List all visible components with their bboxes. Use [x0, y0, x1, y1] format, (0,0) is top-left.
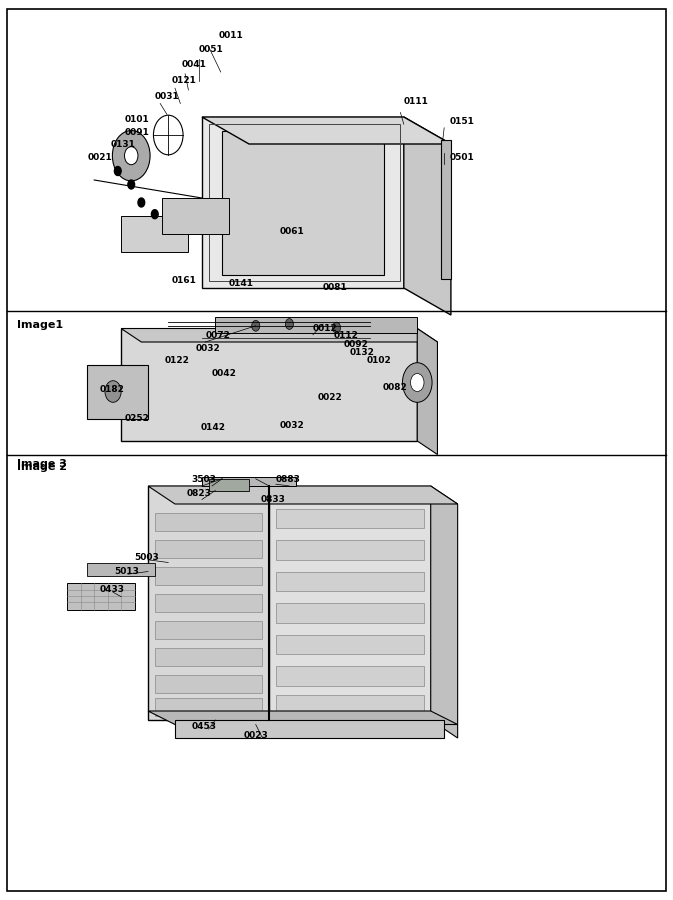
- Polygon shape: [162, 198, 229, 234]
- Circle shape: [125, 147, 138, 165]
- Text: 0023: 0023: [244, 731, 269, 740]
- Polygon shape: [215, 317, 417, 333]
- Text: 0072: 0072: [205, 331, 230, 340]
- Circle shape: [332, 322, 341, 333]
- Polygon shape: [209, 479, 249, 490]
- Polygon shape: [121, 216, 188, 252]
- Circle shape: [114, 166, 121, 176]
- Polygon shape: [121, 328, 437, 342]
- Text: 0141: 0141: [229, 279, 254, 288]
- Text: 0112: 0112: [333, 331, 358, 340]
- Text: 0061: 0061: [279, 227, 304, 236]
- Text: 0022: 0022: [318, 393, 343, 402]
- Text: 0082: 0082: [382, 383, 407, 392]
- Polygon shape: [222, 130, 384, 274]
- Circle shape: [285, 319, 293, 329]
- Polygon shape: [269, 486, 431, 720]
- Text: 3503: 3503: [192, 475, 217, 484]
- Text: 0132: 0132: [350, 348, 375, 357]
- Polygon shape: [148, 711, 458, 724]
- Polygon shape: [155, 698, 262, 716]
- Text: 0101: 0101: [125, 115, 149, 124]
- Circle shape: [138, 198, 145, 207]
- Polygon shape: [276, 695, 424, 715]
- Text: 0131: 0131: [111, 140, 136, 149]
- Text: 0012: 0012: [313, 324, 338, 333]
- Text: 0182: 0182: [100, 385, 125, 394]
- Polygon shape: [67, 583, 135, 610]
- Text: 0453: 0453: [192, 722, 217, 731]
- Text: 5003: 5003: [135, 553, 160, 562]
- Polygon shape: [87, 562, 155, 576]
- Polygon shape: [404, 117, 451, 315]
- Polygon shape: [87, 364, 148, 418]
- Text: 0111: 0111: [404, 97, 429, 106]
- Circle shape: [128, 180, 135, 189]
- Circle shape: [112, 130, 150, 181]
- Polygon shape: [155, 648, 262, 666]
- Polygon shape: [155, 675, 262, 693]
- Text: Image1: Image1: [17, 320, 63, 329]
- Text: 0021: 0021: [87, 153, 112, 162]
- Polygon shape: [431, 486, 458, 738]
- Circle shape: [402, 363, 432, 402]
- Polygon shape: [276, 540, 424, 560]
- Text: 0433: 0433: [100, 585, 125, 594]
- Polygon shape: [441, 140, 451, 279]
- Circle shape: [105, 381, 121, 402]
- Circle shape: [411, 374, 424, 392]
- Text: 0161: 0161: [172, 276, 197, 285]
- Text: 0032: 0032: [279, 421, 304, 430]
- Text: 0252: 0252: [125, 414, 149, 423]
- Polygon shape: [155, 567, 262, 585]
- Text: 0833: 0833: [261, 495, 286, 504]
- Text: 0032: 0032: [195, 344, 220, 353]
- Polygon shape: [417, 328, 437, 454]
- Polygon shape: [121, 328, 417, 441]
- Polygon shape: [155, 621, 262, 639]
- Text: 0051: 0051: [199, 45, 223, 54]
- Text: 0501: 0501: [450, 153, 474, 162]
- Text: Image 3: Image 3: [17, 459, 67, 469]
- Polygon shape: [276, 666, 424, 686]
- Text: 0122: 0122: [165, 356, 190, 365]
- Text: 0092: 0092: [343, 340, 368, 349]
- Text: 0042: 0042: [212, 369, 237, 378]
- Text: 0151: 0151: [450, 117, 474, 126]
- Polygon shape: [148, 486, 269, 720]
- Polygon shape: [202, 477, 296, 486]
- Text: 0102: 0102: [367, 356, 392, 365]
- Polygon shape: [175, 720, 444, 738]
- Text: 0823: 0823: [187, 489, 212, 498]
- Text: 0031: 0031: [155, 92, 180, 101]
- Text: 0011: 0011: [219, 32, 244, 40]
- Polygon shape: [276, 508, 424, 528]
- Polygon shape: [155, 513, 262, 531]
- Polygon shape: [276, 572, 424, 591]
- Text: 5013: 5013: [114, 567, 139, 576]
- Text: Image 2: Image 2: [17, 462, 67, 472]
- Polygon shape: [155, 540, 262, 558]
- Circle shape: [151, 210, 158, 219]
- Polygon shape: [276, 603, 424, 623]
- Text: 0081: 0081: [323, 283, 348, 292]
- Polygon shape: [202, 117, 404, 288]
- Polygon shape: [148, 486, 458, 504]
- Polygon shape: [202, 117, 451, 144]
- Text: 0121: 0121: [172, 76, 197, 85]
- Polygon shape: [276, 634, 424, 654]
- Text: 0883: 0883: [276, 475, 301, 484]
- Text: 0041: 0041: [182, 60, 207, 69]
- Polygon shape: [155, 594, 262, 612]
- Text: 0142: 0142: [201, 423, 225, 432]
- Text: 0091: 0091: [125, 128, 149, 137]
- Circle shape: [252, 320, 260, 331]
